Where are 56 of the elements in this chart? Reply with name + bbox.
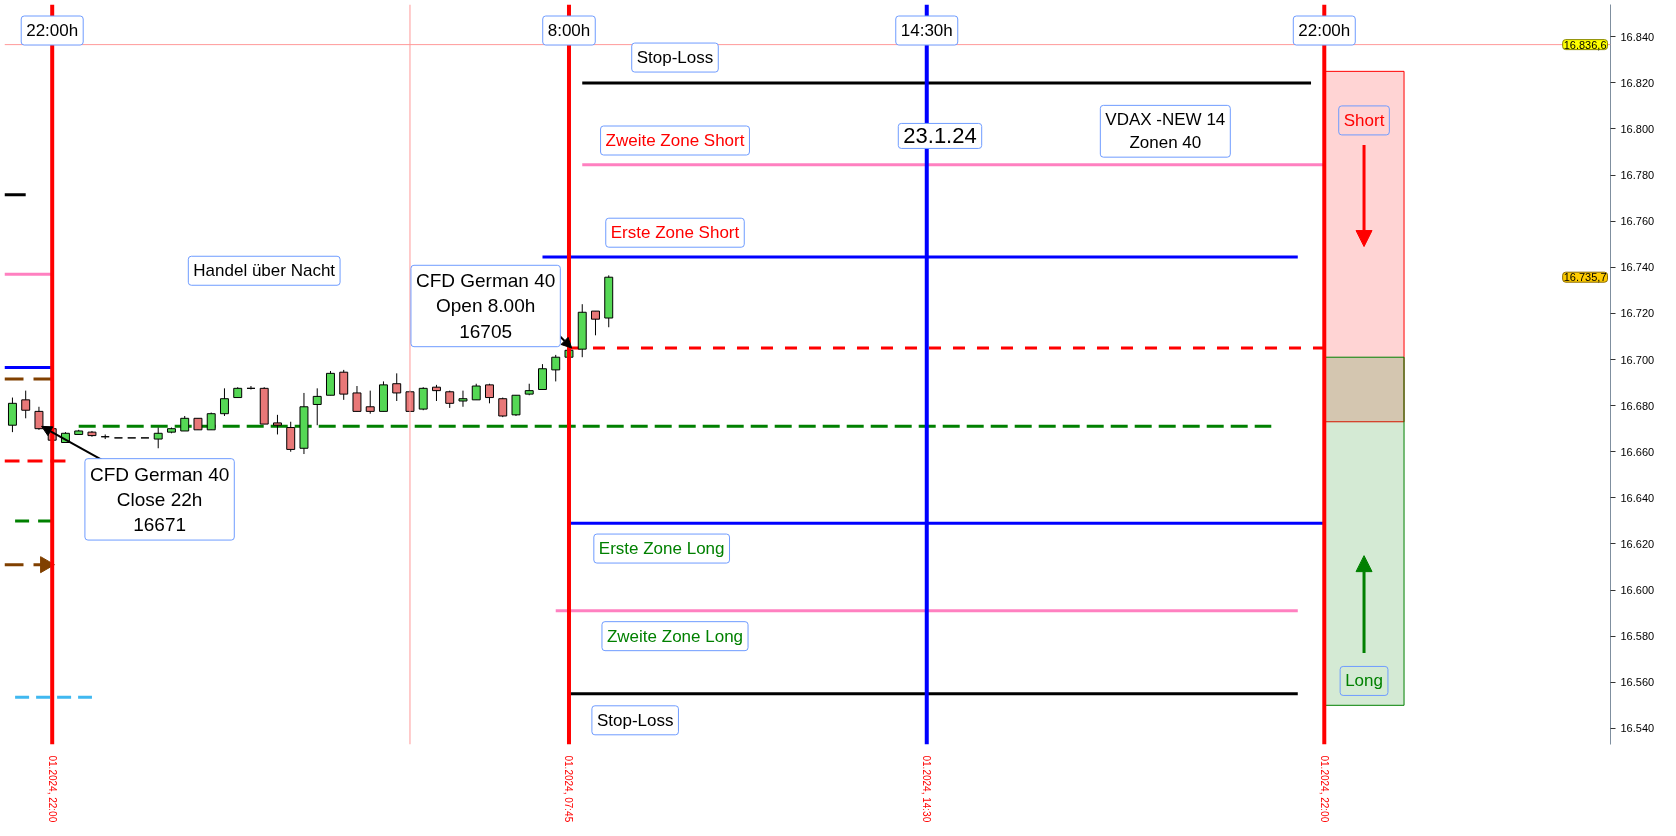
y-tick-label: 16.820 (1620, 76, 1655, 89)
y-tick-label: 16.700 (1620, 353, 1655, 366)
y-tick-label: 16.720 (1620, 307, 1655, 320)
annotation: Erste Zone Short (610, 223, 740, 243)
y-tick-label: 16.740 (1620, 261, 1655, 274)
annotation: Zweite Zone Short (605, 131, 745, 151)
candlestick (326, 370, 335, 396)
x-tick-label: 01.2024, 07:45 (563, 755, 575, 823)
series-label: Long (1345, 671, 1383, 691)
annotation: 8:00h (547, 21, 591, 40)
candlestick (551, 354, 561, 382)
series-label: Short (1343, 110, 1385, 130)
y-tick-label: 16.620 (1620, 537, 1655, 550)
y-tick-label: 16.800 (1620, 122, 1655, 135)
candlestick (365, 390, 375, 415)
annotation: VDAX -NEW 14 Zonen 40 (1105, 110, 1226, 153)
candlestick (538, 363, 547, 390)
y-tick-label: 16.580 (1620, 630, 1655, 643)
annotation: 16.735,7 (1563, 271, 1607, 284)
candlestick (312, 387, 322, 426)
candlestick (219, 387, 229, 417)
ref-line-label: 14:30h (900, 21, 953, 40)
y-tick-label: 16.540 (1620, 722, 1655, 735)
candlestick (7, 397, 17, 433)
candlestick (352, 385, 362, 412)
candlestick (458, 390, 468, 408)
candlestick (392, 372, 402, 402)
annotation: Erste Zone Long (598, 539, 725, 559)
y-tick-label: 16.840 (1620, 30, 1655, 43)
annotation: Handel über Nacht (193, 261, 336, 281)
y-tick-label: 16.560 (1620, 676, 1655, 689)
ref-line-label: 16.836,6 (1563, 38, 1607, 51)
ref-line-label: 22:00h (1298, 21, 1351, 40)
annotation: Stop-Loss (636, 48, 714, 68)
candlestick (591, 310, 600, 336)
candlestick (153, 427, 163, 449)
y-tick-label: 16.600 (1620, 584, 1655, 597)
annotation: Stop-Loss (596, 710, 674, 730)
annotation: 23.1.24 (903, 123, 977, 149)
candlestick (511, 394, 521, 417)
annotation: Zweite Zone Long (606, 626, 744, 646)
candlestick (21, 390, 31, 419)
annotation: CFD German 40 Open 8.00h 16705 (415, 270, 556, 342)
y-tick-label: 16.780 (1620, 169, 1655, 182)
annotation: CFD German 40 Close 22h 16671 (89, 463, 230, 536)
y-tick-label: 16.660 (1620, 445, 1655, 458)
candlestick (339, 369, 349, 401)
y-tick-label: 16.680 (1620, 399, 1655, 412)
x-tick-label: 01.2024, 22:00 (1318, 755, 1330, 823)
ref-line-label: 22:00h (26, 21, 79, 40)
y-tick-label: 16.760 (1620, 215, 1655, 228)
y-tick-label: 16.640 (1620, 491, 1655, 504)
x-tick-label: 01.2024, 14:30 (921, 755, 933, 823)
x-tick-label: 01.2024, 22:00 (46, 755, 58, 823)
candlestick (286, 421, 296, 453)
candlestick (272, 414, 282, 435)
